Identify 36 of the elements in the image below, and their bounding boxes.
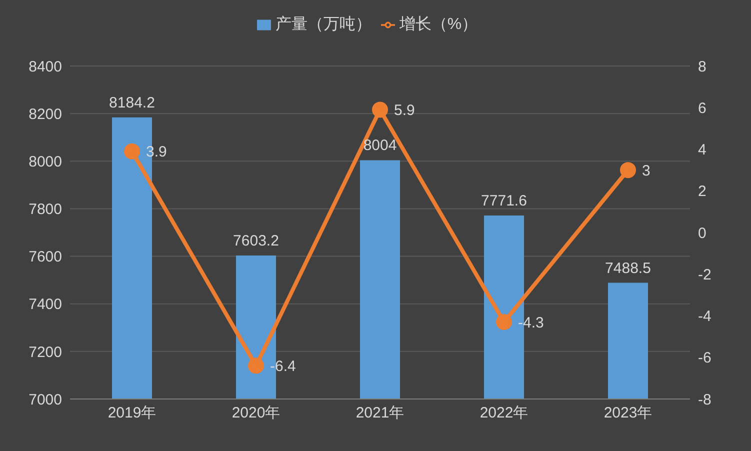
y2-tick-label: -8 — [698, 391, 712, 408]
y2-tick-label: 2 — [698, 183, 706, 200]
y-tick-label: 7600 — [28, 248, 62, 266]
legend-label: 产量（万吨） — [275, 16, 372, 33]
y2-tick-label: 6 — [698, 100, 706, 117]
y2-tick-label: 4 — [698, 142, 706, 159]
point — [124, 143, 140, 160]
data-label: 8184.2 — [109, 94, 155, 112]
y2-tick-label: 0 — [698, 224, 706, 242]
point — [248, 358, 264, 374]
x-tick-label: 2020年 — [232, 404, 280, 422]
y2-tick-label: -6 — [698, 350, 712, 367]
data-label: 8004 — [363, 137, 397, 154]
y-tick-label: 7400 — [28, 296, 62, 314]
data-label: 7771.6 — [481, 192, 527, 210]
legend-label: 增长（%） — [399, 16, 478, 33]
y2-tick-label: -2 — [698, 266, 712, 284]
point — [496, 314, 512, 330]
data-label: 7488.5 — [605, 260, 651, 277]
y2-tick-label: 8 — [698, 58, 706, 76]
y-tick-label: 8400 — [28, 58, 62, 76]
point — [372, 102, 388, 118]
y-tick-label: 7000 — [28, 391, 62, 408]
y2-tick-label: -4 — [698, 308, 712, 326]
y-tick-label: 8000 — [28, 153, 62, 170]
data-label: 7603.2 — [233, 232, 279, 250]
x-tick-label: 2023年 — [604, 404, 652, 422]
point — [620, 162, 636, 178]
y-tick-label: 7200 — [28, 344, 62, 361]
x-tick-label: 2021年 — [356, 404, 404, 422]
y-tick-label: 7800 — [28, 201, 62, 218]
x-tick-label: 2019年 — [108, 404, 156, 422]
data-label: 3 — [642, 162, 650, 180]
x-tick-label: 2022年 — [480, 404, 528, 422]
data-label: 5.9 — [394, 102, 415, 120]
y-tick-label: 8200 — [28, 106, 62, 123]
